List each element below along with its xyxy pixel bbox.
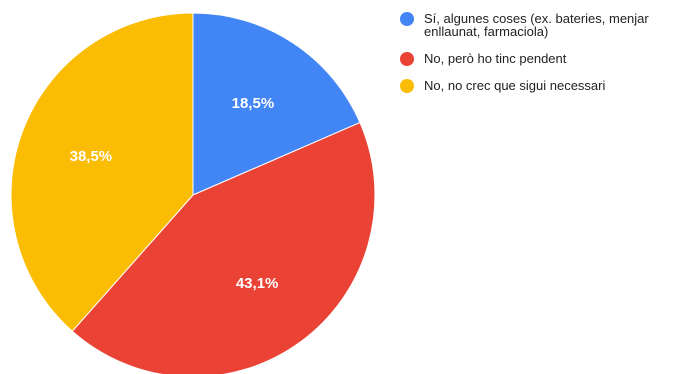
pie-slice-si[interactable] [192, 12, 361, 196]
legend: Sí, algunes coses (ex. bateries, menjar … [400, 12, 697, 106]
legend-item-no-necessari[interactable]: No, no crec que sigui necessari [400, 78, 697, 93]
legend-label-si: Sí, algunes coses (ex. bateries, menjar … [424, 11, 649, 39]
legend-label-no-necessari: No, no crec que sigui necessari [424, 78, 606, 93]
legend-label-pendent: No, però ho tinc pendent [424, 51, 567, 66]
slice-label-pendent: 43,1% [236, 275, 279, 292]
pie-slice-pendent[interactable] [71, 121, 376, 374]
slice-label-si: 18,5% [232, 95, 275, 112]
legend-swatch-pendent [400, 52, 414, 66]
legend-swatch-no-necessari [400, 79, 414, 93]
pie-slice-no-necessari[interactable] [10, 12, 194, 332]
legend-item-pendent[interactable]: No, però ho tinc pendent [400, 51, 697, 66]
legend-swatch-si [400, 12, 414, 26]
slice-label-no-necessari: 38,5% [70, 148, 113, 165]
legend-item-si[interactable]: Sí, algunes coses (ex. bateries, menjar … [400, 12, 697, 38]
pie-chart: 18,5% 43,1% 38,5% [10, 12, 376, 374]
